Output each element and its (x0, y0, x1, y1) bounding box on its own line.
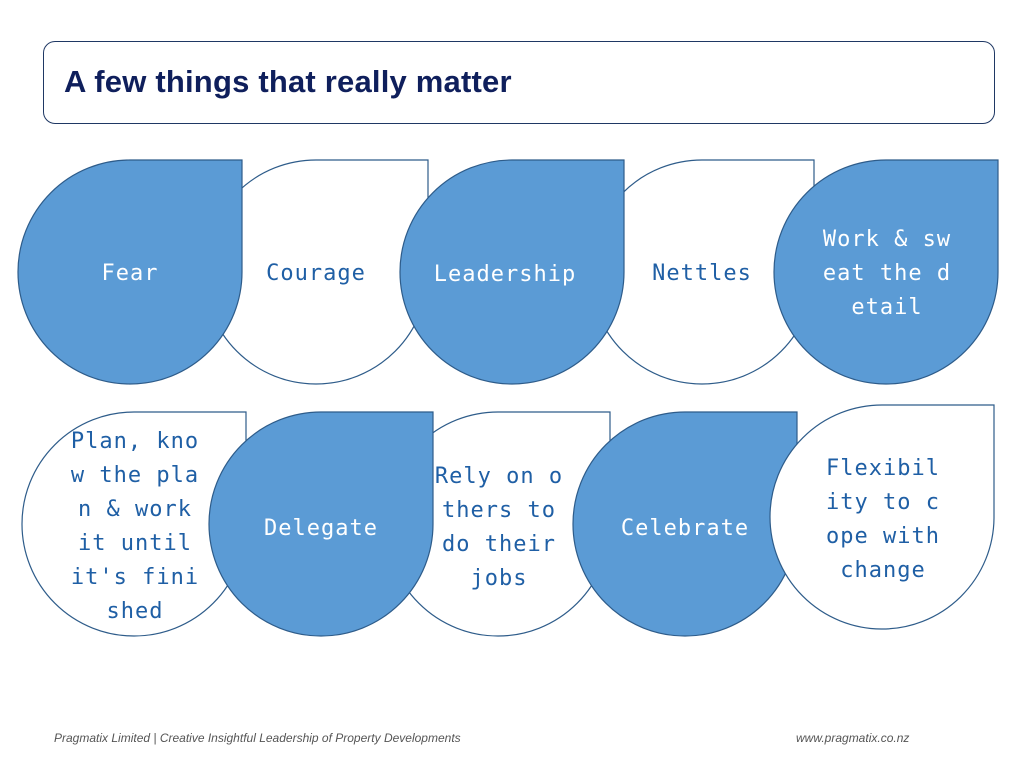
teardrop-celebrate (572, 411, 798, 637)
teardrop-flexibility (769, 404, 995, 630)
label-celebrate: Celebrate (620, 516, 750, 541)
teardrop-work-sweat (773, 159, 999, 385)
label-courage: Courage (266, 261, 366, 286)
label-leadership: Leadership (433, 262, 577, 287)
label-fear: Fear (101, 261, 159, 286)
teardrop-leadership (399, 159, 625, 385)
label-plan: Plan, know the plan & work it until it's… (70, 429, 200, 624)
label-rely: Rely on others to do their jobs (434, 464, 564, 591)
teardrop-fear (17, 159, 243, 385)
label-flexibility: Flexibility to cope with change (826, 456, 940, 583)
footer-company: Pragmatix Limited | Creative Insightful … (54, 731, 461, 745)
footer-website[interactable]: www.pragmatix.co.nz (796, 731, 910, 745)
teardrop-delegate (208, 411, 434, 637)
label-nettles: Nettles (652, 261, 752, 286)
label-work-sweat: Work & sweat the detail (822, 227, 952, 320)
teardrop-plan (21, 411, 247, 637)
teardrop-nettles (589, 159, 815, 385)
teardrop-courage (203, 159, 429, 385)
slide-title: A few things that really matter (64, 64, 512, 99)
label-delegate: Delegate (264, 516, 378, 541)
title-box: A few things that really matter (43, 41, 995, 124)
